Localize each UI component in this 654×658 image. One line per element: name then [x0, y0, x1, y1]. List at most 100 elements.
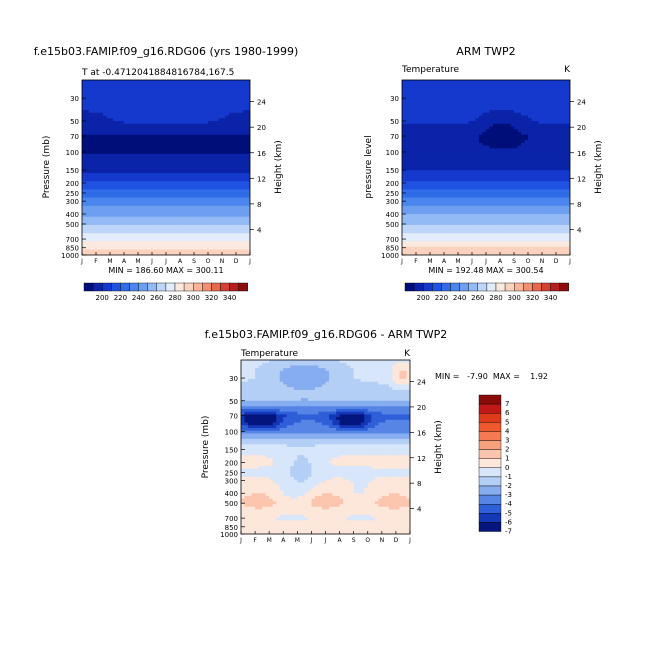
- contour-cell: [149, 195, 153, 198]
- contour-cell: [427, 83, 431, 86]
- contour-cell: [233, 228, 237, 231]
- contour-cell: [441, 173, 445, 176]
- contour-cell: [233, 135, 237, 138]
- contour-cell: [170, 176, 174, 179]
- contour-cell: [138, 228, 142, 231]
- contour-cell: [483, 181, 487, 184]
- contour-cell: [542, 176, 546, 179]
- contour-cell: [156, 209, 160, 212]
- contour-cell: [229, 203, 233, 206]
- contour-cell: [222, 206, 226, 209]
- contour-cell: [427, 94, 431, 97]
- contour-cell: [226, 247, 230, 250]
- contour-cell: [535, 178, 539, 181]
- contour-cell: [215, 124, 219, 127]
- contour-cell: [159, 181, 163, 184]
- contour-cell: [187, 203, 191, 206]
- contour-cell: [549, 140, 553, 143]
- contour-cell: [100, 230, 104, 233]
- contour-cell: [215, 192, 219, 195]
- contour-cell: [96, 162, 100, 165]
- contour-cell: [490, 181, 494, 184]
- contour-cell: [549, 159, 553, 162]
- contour-cell: [236, 187, 240, 190]
- contour-cell: [128, 129, 132, 132]
- contour-cell: [208, 88, 212, 91]
- contour-cell: [142, 211, 146, 214]
- contour-cell: [229, 132, 233, 135]
- contour-cell: [93, 170, 97, 173]
- contour-cell: [236, 195, 240, 198]
- contour-cell: [469, 151, 473, 154]
- contour-cell: [135, 247, 139, 250]
- contour-cell: [96, 217, 100, 220]
- contour-cell: [205, 244, 209, 247]
- contour-cell: [194, 181, 198, 184]
- contour-cell: [177, 178, 181, 181]
- contour-cell: [166, 222, 170, 225]
- contour-cell: [409, 170, 413, 173]
- contour-cell: [521, 126, 525, 129]
- contour-cell: [100, 165, 104, 168]
- contour-cell: [194, 211, 198, 214]
- contour-cell: [121, 236, 125, 239]
- contour-cell: [149, 159, 153, 162]
- contour-cell: [208, 151, 212, 154]
- contour-cell: [514, 162, 518, 165]
- contour-cell: [163, 157, 167, 160]
- contour-cell: [229, 178, 233, 181]
- contour-cell: [532, 105, 536, 108]
- contour-cell: [546, 113, 550, 116]
- contour-cell: [89, 247, 93, 250]
- contour-cell: [198, 165, 202, 168]
- contour-cell: [455, 159, 459, 162]
- contour-cell: [208, 230, 212, 233]
- y-tick-label: 30: [70, 95, 79, 103]
- contour-cell: [114, 173, 118, 176]
- contour-cell: [500, 85, 504, 88]
- contour-cell: [131, 116, 135, 119]
- contour-cell: [170, 170, 174, 173]
- contour-cell: [215, 181, 219, 184]
- contour-cell: [96, 244, 100, 247]
- contour-cell: [187, 102, 191, 105]
- contour-cell: [229, 88, 233, 91]
- contour-cell: [184, 176, 188, 179]
- contour-cell: [222, 230, 226, 233]
- contour-cell: [191, 105, 195, 108]
- contour-cell: [138, 187, 142, 190]
- contour-cell: [476, 176, 480, 179]
- contour-cell: [166, 143, 170, 146]
- contour-cell: [243, 110, 247, 113]
- contour-cell: [201, 85, 205, 88]
- contour-cell: [82, 154, 86, 157]
- contour-cell: [114, 236, 118, 239]
- contour-cell: [236, 184, 240, 187]
- contour-cell: [96, 173, 100, 176]
- contour-cell: [406, 135, 410, 138]
- height-tick-label: 20: [257, 124, 266, 132]
- contour-cell: [96, 121, 100, 124]
- contour-cell: [82, 198, 86, 201]
- contour-cell: [222, 129, 226, 132]
- contour-cell: [110, 96, 114, 99]
- contour-cell: [514, 132, 518, 135]
- contour-cell: [163, 113, 167, 116]
- contour-cell: [215, 222, 219, 225]
- contour-cell: [497, 105, 501, 108]
- contour-cell: [205, 203, 209, 206]
- contour-cell: [215, 250, 219, 253]
- contour-cell: [546, 157, 550, 160]
- contour-cell: [486, 99, 490, 102]
- contour-cell: [240, 151, 244, 154]
- contour-cell: [500, 143, 504, 146]
- panel-model-contours: [82, 80, 250, 255]
- contour-cell: [135, 143, 139, 146]
- contour-cell: [117, 151, 121, 154]
- contour-cell: [191, 143, 195, 146]
- contour-cell: [100, 200, 104, 203]
- contour-cell: [222, 105, 226, 108]
- contour-cell: [131, 83, 135, 86]
- contour-cell: [233, 181, 237, 184]
- contour-cell: [479, 107, 483, 110]
